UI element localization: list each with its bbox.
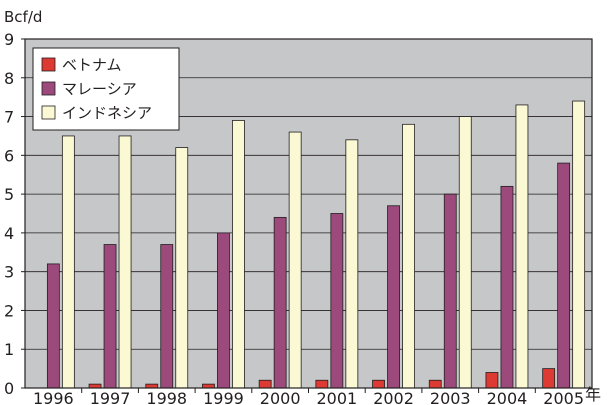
bar-indonesia-2001 [345,139,359,389]
legend-box [32,47,180,131]
bar-vietnam-2005 [542,368,556,389]
bar-indonesia-1996 [61,135,75,389]
y-tick-label: 0 [4,379,14,398]
bar-indonesia-1998 [175,147,189,389]
x-tick-label: 2001 [316,389,357,405]
bar-indonesia-1999 [232,120,245,389]
y-tick-label: 2 [4,301,14,320]
legend-swatch-malaysia [41,81,56,96]
bar-indonesia-2005 [572,100,586,389]
y-axis-ticks: 0 1 2 3 4 5 6 7 8 9 [4,30,25,398]
bar-malaysia-1999 [217,232,230,389]
bar-malaysia-2005 [557,162,571,389]
bar-malaysia-2002 [387,205,400,389]
x-tick-label: 1998 [146,389,187,405]
y-tick-label: 6 [4,146,14,165]
x-tick-label: 2003 [430,389,471,405]
bar-vietnam-2004 [485,372,499,389]
legend-label-malaysia: マレーシア [62,80,137,98]
y-tick-label: 1 [4,340,14,359]
legend: ベトナム マレーシア インドネシア [32,47,180,131]
bar-indonesia-2002 [402,123,415,389]
bar-malaysia-1996 [46,263,60,389]
bar-vietnam-2002 [372,379,385,389]
x-axis-ticks: 1996 1997 1998 1999 2000 2001 2002 2003 2004 2005 [33,388,584,405]
x-tick-label: 1997 [90,389,131,405]
bar-malaysia-2004 [500,185,514,389]
bar-malaysia-2000 [273,216,287,389]
y-tick-label: 5 [4,185,14,204]
legend-label-vietnam: ベトナム [62,56,122,74]
x-tick-label: 2000 [260,389,301,405]
bar-vietnam-2003 [428,379,442,389]
y-tick-label: 7 [4,108,14,127]
y-tick-label: 9 [4,30,14,49]
x-axis-unit: 年 [585,385,601,404]
bar-indonesia-2004 [515,104,529,389]
y-tick-label: 4 [4,224,14,243]
bar-malaysia-1998 [160,244,174,389]
bar-malaysia-2001 [330,213,344,389]
legend-swatch-indonesia [41,105,56,120]
x-tick-label: 2004 [487,389,528,405]
legend-swatch-vietnam [41,57,56,72]
bar-indonesia-2003 [458,116,472,389]
bar-indonesia-2000 [288,131,302,389]
y-tick-label: 8 [4,69,14,88]
bars [46,100,586,389]
bar-indonesia-1997 [118,135,132,389]
x-tick-label: 1999 [203,389,244,405]
bar-vietnam-2000 [258,379,272,389]
y-tick-label: 3 [4,263,14,282]
legend-label-indonesia: インドネシア [62,104,152,122]
x-tick-label: 1996 [33,389,74,405]
x-tick-label: 2002 [373,389,414,405]
y-axis-unit: Bcf/d [4,8,42,26]
bar-malaysia-2003 [443,193,457,389]
bar-vietnam-2001 [315,379,329,389]
bar-malaysia-1997 [103,244,117,389]
x-tick-label: 2005 [543,389,584,405]
